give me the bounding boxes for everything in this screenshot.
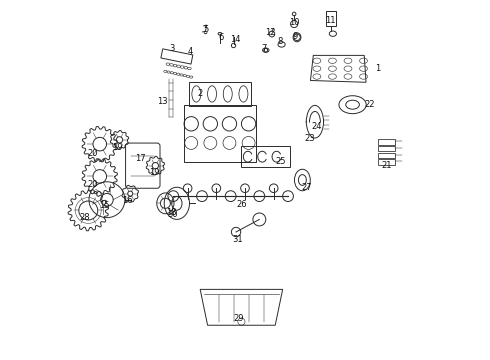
Bar (326, 11, 336, 26)
Text: 28: 28 (79, 213, 90, 222)
Bar (378, 146, 395, 151)
Text: 8: 8 (277, 37, 283, 46)
Text: 30: 30 (167, 210, 178, 219)
Text: 10: 10 (289, 18, 300, 27)
Text: 20: 20 (87, 180, 98, 189)
Text: 24: 24 (312, 122, 322, 131)
Bar (378, 139, 395, 145)
Bar (184, 105, 256, 162)
Text: 29: 29 (233, 314, 244, 323)
Text: 18: 18 (166, 208, 177, 217)
Text: 23: 23 (304, 134, 315, 143)
Text: 3: 3 (169, 44, 174, 53)
Bar (242, 146, 290, 167)
Text: 4: 4 (188, 47, 193, 56)
Text: 12: 12 (266, 28, 276, 37)
Text: 16: 16 (122, 196, 133, 205)
Text: 31: 31 (233, 235, 243, 244)
Text: 21: 21 (381, 161, 392, 170)
Bar (189, 82, 251, 105)
Text: 26: 26 (237, 200, 247, 209)
Text: 14: 14 (230, 35, 240, 44)
Text: 5: 5 (203, 25, 208, 34)
Text: 6: 6 (218, 33, 223, 42)
Text: 7: 7 (261, 44, 267, 53)
Text: 17: 17 (135, 154, 146, 163)
Text: 1: 1 (375, 64, 380, 73)
Text: 9: 9 (293, 32, 298, 41)
Text: 2: 2 (197, 89, 203, 98)
Text: 19: 19 (149, 168, 160, 177)
Text: 20: 20 (87, 149, 98, 158)
Text: 11: 11 (325, 16, 336, 25)
Text: 27: 27 (301, 183, 312, 192)
Text: 13: 13 (157, 97, 168, 106)
Text: 25: 25 (275, 157, 286, 166)
Bar (378, 153, 395, 158)
Bar (378, 159, 395, 165)
Text: 19: 19 (112, 143, 122, 152)
Text: 15: 15 (99, 201, 109, 210)
Text: 22: 22 (365, 100, 375, 109)
